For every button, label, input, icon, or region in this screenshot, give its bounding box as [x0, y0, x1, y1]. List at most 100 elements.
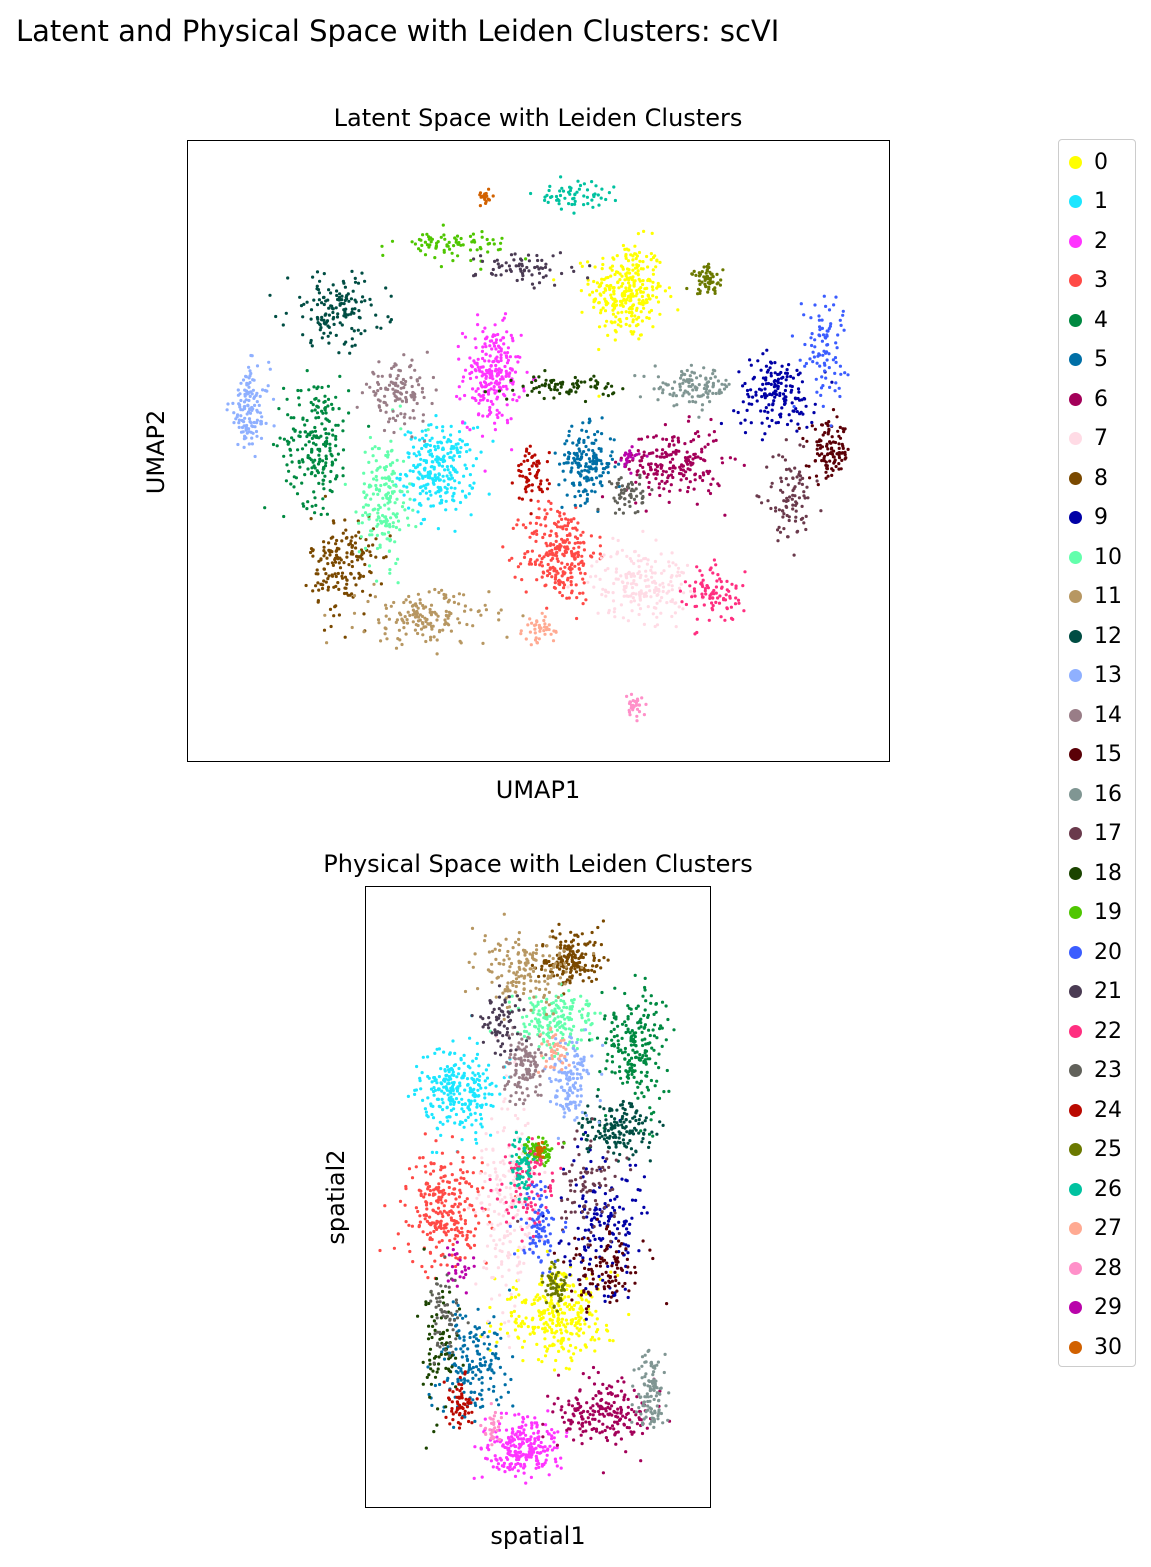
latent-point [311, 275, 315, 279]
latent-point [447, 614, 451, 618]
latent-point [488, 405, 492, 410]
physical-point [578, 1322, 582, 1326]
physical-point [564, 1434, 568, 1438]
latent-point [421, 489, 425, 493]
latent-point [485, 194, 489, 198]
latent-point [431, 477, 435, 481]
physical-point [526, 1453, 530, 1457]
latent-point [583, 501, 587, 505]
latent-point [697, 279, 701, 283]
latent-point [749, 388, 753, 392]
latent-point [491, 333, 496, 337]
latent-point [317, 291, 321, 295]
physical-point [413, 1092, 417, 1096]
latent-point [665, 591, 669, 595]
latent-point [557, 202, 561, 206]
latent-point [619, 495, 623, 499]
latent-point [621, 265, 625, 269]
physical-point [445, 1211, 449, 1215]
physical-point [441, 1179, 445, 1183]
latent-point [562, 512, 566, 516]
physical-point [521, 1431, 525, 1435]
latent-point [638, 607, 643, 611]
latent-point [642, 453, 646, 457]
latent-point [427, 450, 431, 454]
latent-point [303, 473, 307, 477]
latent-point [315, 568, 319, 572]
latent-point [705, 275, 709, 279]
latent-point [323, 394, 327, 398]
latent-point [379, 483, 383, 488]
latent-point [457, 357, 461, 361]
latent-point [629, 559, 634, 563]
latent-point [517, 464, 521, 468]
latent-point [606, 471, 610, 475]
latent-point [434, 414, 438, 418]
latent-point [412, 398, 416, 402]
latent-point [361, 295, 365, 299]
latent-point [558, 189, 562, 193]
latent-point [402, 626, 406, 630]
latent-point [301, 315, 305, 319]
latent-point [399, 380, 403, 384]
physical-point [589, 1338, 593, 1342]
physical-point [457, 1100, 461, 1104]
latent-point [584, 464, 588, 468]
latent-point [490, 347, 494, 351]
latent-point [430, 401, 434, 406]
physical-point [479, 1447, 483, 1451]
physical-point [554, 1324, 559, 1328]
latent-point [474, 375, 479, 379]
latent-cluster-25 [685, 262, 725, 296]
physical-point [479, 1117, 484, 1121]
latent-point [580, 554, 584, 558]
physical-point [508, 1453, 512, 1457]
latent-point [377, 621, 381, 625]
latent-point [670, 551, 674, 555]
physical-point [541, 1310, 545, 1314]
latent-point [446, 452, 450, 456]
latent-point [705, 268, 710, 272]
latent-point [351, 552, 355, 556]
latent-point [255, 418, 259, 422]
latent-point [693, 385, 697, 389]
physical-point [517, 1293, 521, 1297]
latent-point [427, 622, 431, 626]
latent-point [637, 612, 641, 617]
latent-point [780, 479, 784, 484]
latent-point [526, 550, 530, 554]
latent-point [827, 352, 831, 356]
latent-point [703, 445, 707, 449]
latent-point [310, 504, 314, 508]
latent-point [385, 637, 389, 641]
latent-point [370, 533, 374, 537]
latent-point [768, 392, 772, 396]
physical-point [556, 1339, 560, 1343]
physical-point [471, 1059, 475, 1063]
latent-point [829, 441, 833, 445]
latent-point [321, 411, 325, 415]
physical-point [435, 1126, 439, 1130]
latent-point [424, 605, 428, 609]
latent-point [782, 499, 786, 503]
latent-point [700, 270, 704, 274]
latent-point [560, 505, 564, 509]
physical-point [495, 1435, 499, 1439]
latent-point [644, 509, 648, 513]
latent-point [337, 613, 341, 617]
latent-point [444, 596, 448, 600]
latent-point [252, 378, 256, 382]
latent-point [549, 529, 553, 533]
physical-point [513, 1474, 518, 1478]
latent-point [563, 565, 567, 569]
latent-point [655, 623, 660, 627]
latent-point [422, 439, 427, 443]
latent-point [550, 575, 554, 579]
latent-point [806, 496, 810, 500]
latent-point [386, 315, 390, 319]
latent-cluster-16 [633, 363, 731, 419]
latent-point [637, 565, 641, 569]
latent-point [628, 700, 632, 704]
latent-point [324, 431, 328, 436]
latent-point [292, 416, 296, 420]
